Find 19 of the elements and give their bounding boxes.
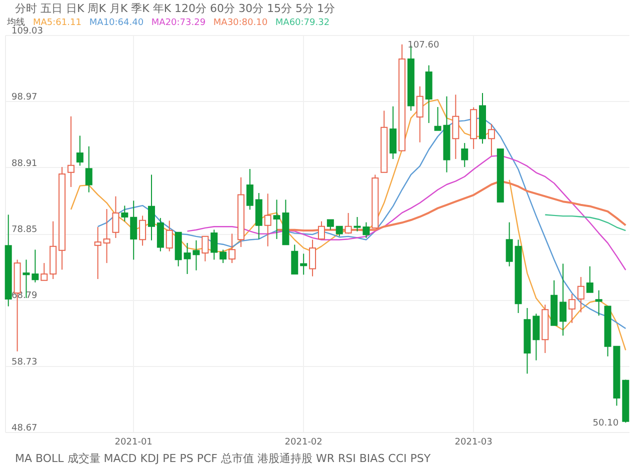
y-tick-label: 88.91 — [12, 158, 38, 169]
y-tick-label: 48.67 — [12, 424, 38, 434]
legend-title: 均线 — [6, 17, 25, 28]
y-tick-label: 98.97 — [12, 92, 38, 103]
text: MA60:79.32 — [275, 18, 330, 28]
text: MA10:64.40 — [89, 18, 144, 28]
annotation: 107.60 — [408, 40, 440, 50]
x-tick-label: 2021-02 — [284, 438, 322, 448]
x-tick-label: 2021-03 — [454, 438, 492, 448]
y-tick-label: 78.85 — [12, 225, 38, 235]
y-tick-label: 58.73 — [12, 357, 38, 368]
text: MA30:80.10 — [213, 18, 268, 28]
x-tick-label: 2021-01 — [114, 438, 152, 448]
text: MA5:61.11 — [33, 18, 82, 28]
annotation: 50.10 — [592, 418, 619, 429]
text: MA BOLL 成交量 MACD KDJ PE PS PCF 总市值 港股通持股 WR RSI BIAS CCI PSY — [15, 452, 431, 465]
text: MA20:73.29 — [151, 18, 206, 28]
y-tick-label: 109.03 — [12, 26, 43, 36]
text: 分时 五日 日K 周K 月K 季K 年K 120分 60分 30分 15分 5分 1分 — [15, 2, 336, 15]
